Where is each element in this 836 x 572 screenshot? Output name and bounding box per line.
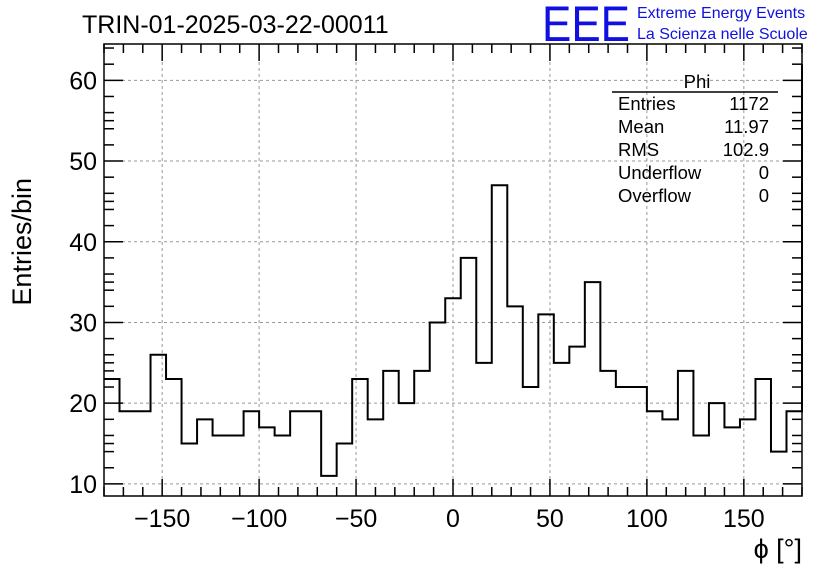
x-tick-label: −150 [134, 505, 190, 533]
y-tick-label: 20 [69, 390, 97, 418]
y-tick-label: 60 [69, 67, 97, 95]
stats-value: 0 [759, 162, 769, 183]
logo-tagline-1: Extreme Energy Events [637, 5, 805, 22]
run-title: TRIN-01-2025-03-22-00011 [82, 11, 389, 39]
stats-label: RMS [618, 139, 659, 160]
x-tick-label: −100 [231, 505, 287, 533]
stats-value: 11.97 [724, 116, 769, 137]
stats-value: 1172 [729, 93, 769, 114]
stats-label: Overflow [618, 185, 692, 206]
axis-ticks [103, 44, 803, 496]
x-axis-label: ϕ [°] [754, 534, 802, 564]
x-tick-labels: −150 −100 −50 0 50 100 150 [134, 505, 765, 533]
x-tick-label: 100 [626, 505, 668, 533]
x-tick-label: −50 [335, 505, 377, 533]
logo-tagline-2: La Scienza nelle Scuole [637, 26, 808, 43]
stats-label: Mean [618, 116, 664, 137]
eee-logo: EEE [542, 0, 630, 52]
y-tick-label: 10 [69, 471, 97, 499]
stats-label: Entries [618, 93, 676, 114]
histogram-step-line [104, 64, 803, 477]
x-tick-label: 0 [446, 505, 460, 533]
y-axis-label: Entries/bin [7, 178, 37, 306]
x-tick-label: 50 [536, 505, 564, 533]
stats-label: Underflow [618, 162, 702, 183]
stats-rows: Entries 1172 Mean 11.97 RMS 102.9 Underflow 0 Ov… [618, 93, 769, 206]
stats-title: Phi [684, 71, 711, 92]
x-tick-label: 150 [723, 505, 765, 533]
stats-value: 102.9 [723, 139, 769, 160]
y-tick-label: 30 [69, 309, 97, 337]
stats-value: 0 [759, 185, 769, 206]
y-tick-label: 50 [69, 148, 97, 176]
y-tick-label: 40 [69, 229, 97, 257]
y-tick-labels: 10 20 30 40 50 60 [69, 67, 97, 499]
stats-box: Phi Entries 1172 Mean 11.97 RMS 102.9 Underflo… [612, 71, 778, 206]
